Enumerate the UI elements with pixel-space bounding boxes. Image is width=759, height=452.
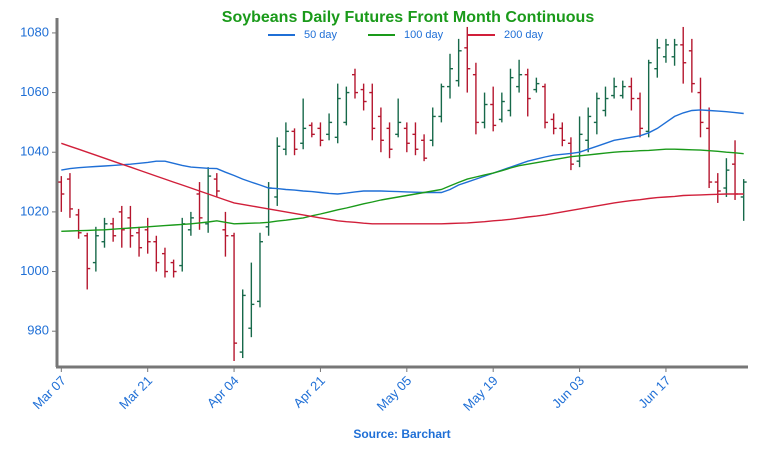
y-tick-label: 1040 <box>20 144 49 159</box>
y-tick-label: 1080 <box>20 24 49 39</box>
legend-label: 50 day <box>304 29 338 41</box>
chart-title: Soybeans Daily Futures Front Month Conti… <box>222 9 595 26</box>
x-tick-label: May 05 <box>374 373 415 414</box>
x-tick-label: Apr 21 <box>290 373 328 411</box>
y-tick-label: 1020 <box>20 203 49 218</box>
x-tick-label: Mar 07 <box>30 373 69 412</box>
y-tick-label: 980 <box>27 323 49 338</box>
x-tick-label: Apr 04 <box>204 373 242 411</box>
x-tick-label: Jun 03 <box>549 373 587 411</box>
moving-average <box>61 148 744 232</box>
moving-average <box>61 109 744 195</box>
x-tick-label: Jun 17 <box>635 373 673 411</box>
x-tick-label: Mar 21 <box>116 373 155 412</box>
legend-label: 200 day <box>504 29 544 41</box>
legend-label: 100 day <box>404 29 444 41</box>
y-tick-label: 1060 <box>20 84 49 99</box>
x-tick-label: May 19 <box>460 373 501 414</box>
y-tick-label: 1000 <box>20 263 49 278</box>
moving-average <box>61 142 744 225</box>
source: Source: Barchart <box>353 427 450 441</box>
